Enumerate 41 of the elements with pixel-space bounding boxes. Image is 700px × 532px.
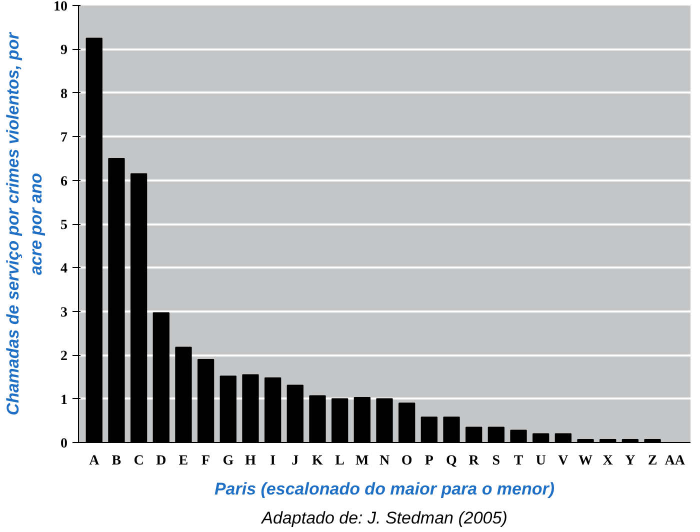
x-tick-label: N	[379, 454, 390, 468]
x-tick-label: C	[134, 454, 144, 468]
x-tick-label: D	[156, 454, 166, 468]
x-axis-title: Paris (escalonado do maior para o menor)	[214, 480, 555, 498]
text: Adaptado de: J. Stedman (2005)	[260, 508, 508, 528]
y-tick-label: 6	[60, 174, 68, 190]
x-tick-label: H	[245, 454, 256, 468]
x-tick-label: F	[202, 454, 210, 468]
x-tick-label: O	[401, 454, 412, 468]
x-tick-label: R	[468, 454, 480, 468]
x-tick-label: A	[89, 454, 100, 468]
x-tick-label: G	[222, 454, 234, 468]
y-tick-label: 1	[60, 392, 68, 408]
x-tick-label: J	[292, 454, 299, 468]
y-tick-label: 8	[60, 86, 68, 102]
y-axis-title: Chamadas de serviço por crimes violentos, por acre por ano	[4, 31, 46, 416]
y-tick-label: 3	[60, 305, 68, 320]
x-tick-label: I	[270, 454, 276, 468]
y-tick-label: 9	[60, 43, 68, 58]
x-tick-label: Y	[625, 454, 636, 468]
x-tick-label: V	[558, 454, 568, 468]
x-tick-label: B	[112, 454, 122, 468]
y-tick-label: 5	[60, 218, 68, 233]
y-tick-label: 10	[54, 0, 68, 14]
x-tick-label: M	[356, 454, 369, 468]
y-tick-label: 0	[60, 436, 68, 452]
y-tick-label: 4	[60, 262, 68, 277]
x-tick-label: Q	[446, 454, 458, 468]
x-tick-label: AA	[664, 454, 686, 468]
x-tick-label: X	[602, 454, 613, 468]
y-tick-label: 7	[60, 130, 68, 146]
x-tick-label: P	[424, 454, 434, 468]
x-tick-label: E	[178, 454, 188, 468]
x-tick-label: K	[312, 454, 324, 468]
x-tick-label: Z	[648, 454, 658, 468]
x-tick-label: S	[492, 454, 500, 468]
x-tick-label: L	[335, 454, 345, 468]
x-tick-label: U	[536, 454, 546, 468]
x-tick-label: T	[514, 454, 524, 468]
y-tick-label: 2	[60, 349, 68, 364]
x-tick-label: W	[578, 454, 593, 468]
